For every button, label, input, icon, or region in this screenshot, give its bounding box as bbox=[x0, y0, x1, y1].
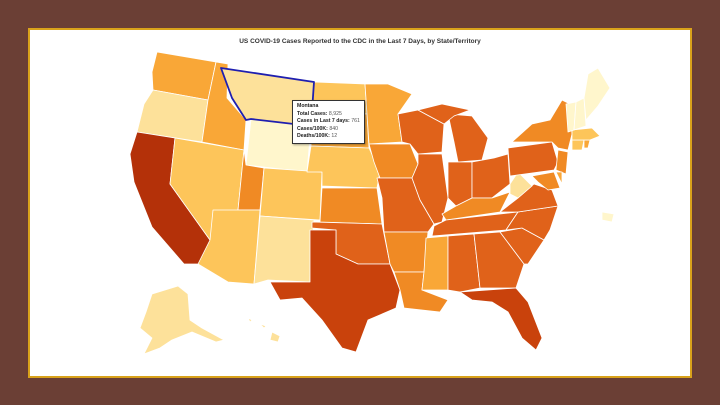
state-pr[interactable] bbox=[601, 211, 615, 223]
state-nh[interactable] bbox=[573, 97, 587, 131]
tooltip-label: Cases/100K: bbox=[297, 125, 328, 132]
state-il[interactable] bbox=[411, 153, 449, 225]
state-de[interactable] bbox=[555, 171, 563, 185]
state-ri[interactable] bbox=[583, 139, 591, 149]
state-oh[interactable] bbox=[471, 153, 511, 199]
state-ga[interactable] bbox=[473, 231, 525, 289]
state-pa[interactable] bbox=[507, 141, 559, 177]
tooltip-value: 840 bbox=[329, 125, 338, 132]
tooltip-label: Total Cases: bbox=[297, 110, 328, 117]
state-me[interactable] bbox=[583, 67, 611, 121]
state-tx[interactable] bbox=[269, 229, 401, 353]
tooltip-row-cases-7-days: Cases in Last 7 days: 761 bbox=[297, 118, 360, 126]
tooltip-state-name: Montana bbox=[297, 103, 319, 109]
tooltip-label: Cases in Last 7 days: bbox=[297, 118, 350, 125]
state-ma[interactable] bbox=[571, 127, 601, 141]
state-ar[interactable] bbox=[383, 231, 429, 273]
state-ct[interactable] bbox=[571, 139, 585, 151]
state-co[interactable] bbox=[259, 167, 323, 221]
tooltip-value: 8,925 bbox=[328, 110, 342, 117]
tooltip-label: Deaths/100K: bbox=[297, 133, 330, 140]
state-md[interactable] bbox=[531, 171, 561, 191]
state-ms[interactable] bbox=[421, 235, 449, 291]
state-al[interactable] bbox=[447, 233, 481, 293]
state-ak[interactable] bbox=[139, 285, 225, 355]
state-ks[interactable] bbox=[319, 187, 383, 225]
tooltip-row-deaths-per-100k: Deaths/100K: 12 bbox=[297, 133, 360, 141]
tooltip-value: 12 bbox=[331, 133, 338, 140]
state-mt[interactable] bbox=[220, 67, 315, 127]
state-az[interactable] bbox=[197, 209, 261, 285]
map-title: US COVID-19 Cases Reported to the CDC in… bbox=[239, 38, 481, 45]
state-nj[interactable] bbox=[555, 149, 569, 175]
tooltip-value: 761 bbox=[351, 118, 360, 125]
us-states-map bbox=[129, 51, 615, 355]
state-ny[interactable] bbox=[511, 99, 573, 151]
map-panel: US COVID-19 Cases Reported to the CDC in… bbox=[28, 28, 692, 378]
state-tooltip: Montana Total Cases: 8,925 Cases in Last… bbox=[292, 100, 365, 144]
state-hi[interactable] bbox=[247, 317, 281, 343]
tooltip-row-cases-per-100k: Cases/100K: 840 bbox=[297, 126, 360, 134]
state-mi[interactable] bbox=[447, 113, 489, 163]
tooltip-row-total-cases: Total Cases: 8,925 bbox=[297, 111, 360, 119]
state-mi-up[interactable] bbox=[417, 103, 471, 125]
state-nm[interactable] bbox=[253, 215, 315, 285]
state-fl[interactable] bbox=[459, 287, 543, 351]
